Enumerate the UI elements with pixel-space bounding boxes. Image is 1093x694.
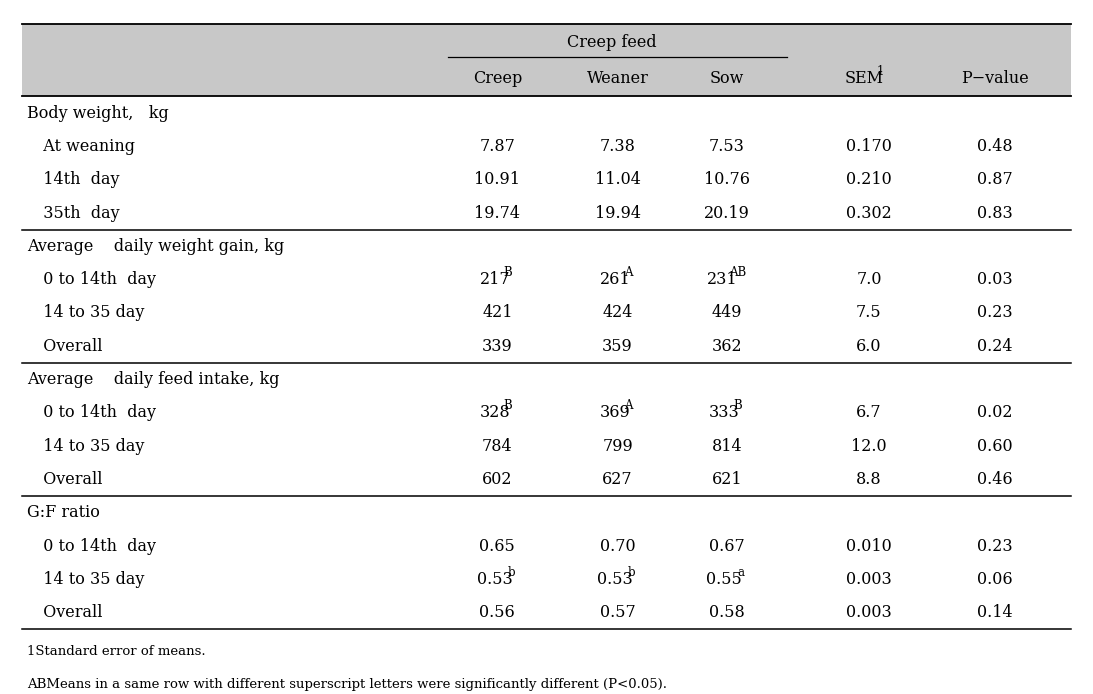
- Text: 0.57: 0.57: [600, 604, 635, 621]
- Text: 333: 333: [709, 405, 740, 421]
- Text: 0.53: 0.53: [597, 571, 633, 588]
- Text: 0.003: 0.003: [846, 571, 892, 588]
- Text: 6.0: 6.0: [856, 338, 882, 355]
- Text: 0.56: 0.56: [480, 604, 515, 621]
- Text: 12.0: 12.0: [851, 438, 886, 455]
- Text: Overall: Overall: [33, 338, 103, 355]
- Text: 14 to 35 day: 14 to 35 day: [33, 571, 144, 588]
- Text: 7.53: 7.53: [709, 138, 744, 155]
- Text: 0 to 14th  day: 0 to 14th day: [33, 405, 156, 421]
- Text: 217: 217: [480, 271, 510, 288]
- Text: a: a: [738, 566, 744, 579]
- Text: 10.91: 10.91: [474, 171, 520, 188]
- Text: 602: 602: [482, 471, 513, 488]
- Text: Sow: Sow: [709, 70, 744, 87]
- Text: 0.23: 0.23: [977, 538, 1012, 555]
- Text: 0.60: 0.60: [977, 438, 1012, 455]
- Text: Average    daily feed intake, kg: Average daily feed intake, kg: [27, 371, 280, 388]
- Text: 359: 359: [602, 338, 633, 355]
- Text: 0.83: 0.83: [977, 205, 1012, 221]
- Text: 19.74: 19.74: [474, 205, 520, 221]
- Text: AB: AB: [729, 266, 747, 279]
- Text: B: B: [504, 400, 513, 412]
- Text: 0.70: 0.70: [600, 538, 635, 555]
- Text: 14 to 35 day: 14 to 35 day: [33, 438, 144, 455]
- Bar: [22, 60, 1071, 96]
- Text: 328: 328: [480, 405, 510, 421]
- Text: 0.170: 0.170: [846, 138, 892, 155]
- Text: b: b: [628, 566, 635, 579]
- Text: 0.53: 0.53: [477, 571, 513, 588]
- Text: Creep: Creep: [472, 70, 522, 87]
- Bar: [22, 24, 1071, 60]
- Text: Body weight,   kg: Body weight, kg: [27, 105, 169, 121]
- Text: 231: 231: [706, 271, 737, 288]
- Text: SEM: SEM: [845, 70, 884, 87]
- Text: b: b: [508, 566, 515, 579]
- Text: 362: 362: [712, 338, 742, 355]
- Text: A: A: [624, 266, 633, 279]
- Text: Weaner: Weaner: [587, 70, 648, 87]
- Text: 0.14: 0.14: [977, 604, 1012, 621]
- Text: 799: 799: [602, 438, 633, 455]
- Text: 0 to 14th  day: 0 to 14th day: [33, 271, 156, 288]
- Text: 0.46: 0.46: [977, 471, 1012, 488]
- Text: 0.210: 0.210: [846, 171, 892, 188]
- Text: 0.06: 0.06: [977, 571, 1012, 588]
- Text: 449: 449: [712, 305, 742, 321]
- Text: 0.003: 0.003: [846, 604, 892, 621]
- Text: G:F ratio: G:F ratio: [27, 505, 101, 521]
- Text: 0.23: 0.23: [977, 305, 1012, 321]
- Text: 339: 339: [482, 338, 513, 355]
- Text: 10.76: 10.76: [704, 171, 750, 188]
- Text: 0.87: 0.87: [977, 171, 1012, 188]
- Text: Average    daily weight gain, kg: Average daily weight gain, kg: [27, 238, 284, 255]
- Text: 0.02: 0.02: [977, 405, 1012, 421]
- Text: 7.87: 7.87: [480, 138, 515, 155]
- Text: B: B: [504, 266, 513, 279]
- Text: 421: 421: [482, 305, 513, 321]
- Text: 369: 369: [600, 405, 631, 421]
- Text: 0.010: 0.010: [846, 538, 892, 555]
- Text: 19.94: 19.94: [595, 205, 640, 221]
- Text: 0.03: 0.03: [977, 271, 1012, 288]
- Text: 8.8: 8.8: [856, 471, 882, 488]
- Text: 35th  day: 35th day: [33, 205, 119, 221]
- Text: 261: 261: [600, 271, 631, 288]
- Text: 784: 784: [482, 438, 513, 455]
- Text: B: B: [733, 400, 742, 412]
- Text: 0.302: 0.302: [846, 205, 892, 221]
- Text: At weaning: At weaning: [33, 138, 134, 155]
- Text: 0.67: 0.67: [709, 538, 744, 555]
- Text: 1Standard error of means.: 1Standard error of means.: [27, 645, 205, 658]
- Text: 814: 814: [712, 438, 742, 455]
- Text: 7.0: 7.0: [856, 271, 882, 288]
- Text: A: A: [624, 400, 633, 412]
- Text: Overall: Overall: [33, 471, 103, 488]
- Text: 1: 1: [877, 65, 884, 78]
- Text: 0.65: 0.65: [480, 538, 515, 555]
- Text: 0.58: 0.58: [709, 604, 744, 621]
- Text: 14 to 35 day: 14 to 35 day: [33, 305, 144, 321]
- Text: 0 to 14th  day: 0 to 14th day: [33, 538, 156, 555]
- Text: 424: 424: [602, 305, 633, 321]
- Text: 0.24: 0.24: [977, 338, 1012, 355]
- Text: 7.5: 7.5: [856, 305, 882, 321]
- Text: P−value: P−value: [961, 70, 1029, 87]
- Text: Creep feed: Creep feed: [567, 34, 657, 51]
- Text: 20.19: 20.19: [704, 205, 750, 221]
- Text: ABMeans in a same row with different superscript letters were significantly diff: ABMeans in a same row with different sup…: [27, 678, 668, 691]
- Text: 11.04: 11.04: [595, 171, 640, 188]
- Text: 7.38: 7.38: [600, 138, 635, 155]
- Text: 6.7: 6.7: [856, 405, 882, 421]
- Text: 0.55: 0.55: [706, 571, 742, 588]
- Text: 621: 621: [712, 471, 742, 488]
- Text: 627: 627: [602, 471, 633, 488]
- Text: 14th  day: 14th day: [33, 171, 119, 188]
- Text: Overall: Overall: [33, 604, 103, 621]
- Text: 0.48: 0.48: [977, 138, 1012, 155]
